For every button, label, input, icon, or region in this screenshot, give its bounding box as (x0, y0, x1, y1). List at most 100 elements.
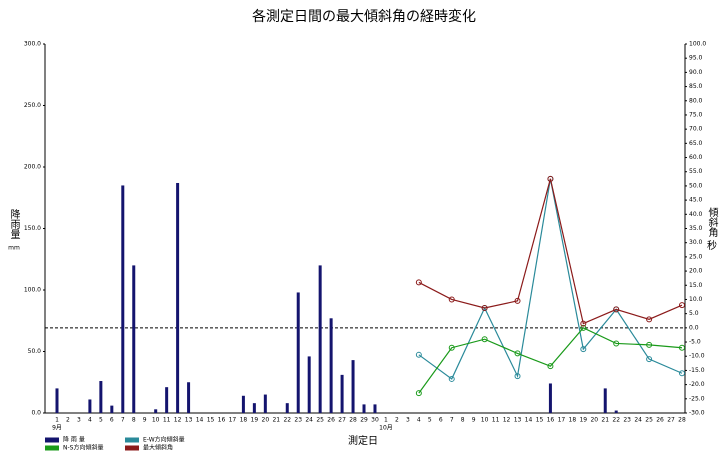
series-point (580, 320, 587, 327)
x-tick-label: 7 (450, 417, 454, 424)
series-point (547, 175, 554, 182)
x-tick-label: 26 (327, 417, 335, 424)
series-point (580, 346, 587, 353)
series-point (448, 344, 455, 351)
y2-tick-label: 55.0 (689, 168, 703, 175)
y2-tick-label: 90.0 (689, 69, 703, 76)
x-tick-label: 12 (503, 417, 511, 424)
y2-tick-label: 10.0 (689, 296, 703, 303)
legend-swatch (125, 445, 139, 451)
y2-tick-label: -25.0 (689, 395, 705, 402)
legend-label: 降 雨 量 (63, 436, 85, 444)
y-tick-label: 250.0 (24, 102, 41, 109)
y2-tick-label: 65.0 (689, 140, 703, 147)
series-point (646, 316, 653, 323)
bar (55, 388, 59, 413)
y-tick-label: 200.0 (24, 164, 41, 171)
y2-tick-label: 15.0 (689, 282, 703, 289)
y2-tick-label: 5.0 (689, 310, 699, 317)
bar (252, 403, 256, 413)
series-point (679, 370, 685, 377)
x-tick-label: 13 (514, 417, 522, 424)
x-tick-label: 25 (316, 417, 324, 424)
y-tick-label: 300.0 (24, 41, 41, 48)
x-tick-label: 17 (229, 417, 237, 424)
x-tick-label: 4 (417, 417, 421, 424)
y2-tick-label: 80.0 (689, 97, 703, 104)
y2-tick-label: 75.0 (689, 111, 703, 118)
bar (373, 404, 377, 413)
x-tick-label: 27 (667, 417, 675, 424)
x-tick-label: 18 (240, 417, 248, 424)
x-tick-label: 28 (349, 417, 357, 424)
series-point (646, 341, 653, 348)
y2-tick-label: 85.0 (689, 83, 703, 90)
x-tick-label: 30 (371, 417, 379, 424)
x-tick-label: 21 (272, 417, 280, 424)
bar (285, 403, 289, 413)
series-point (679, 302, 685, 309)
y2-axis-unit: 秒 (707, 239, 717, 252)
bar (88, 399, 92, 413)
x-tick-label: 22 (283, 417, 291, 424)
y-axis-unit: mm (8, 245, 20, 252)
y2-tick-label: 60.0 (689, 154, 703, 161)
x-tick-label: 1 (384, 417, 388, 424)
x-tick-label: 5 (99, 417, 103, 424)
x-tick-label: 15 (536, 417, 544, 424)
y2-tick-label: 45.0 (689, 197, 703, 204)
x-tick-label: 20 (590, 417, 598, 424)
y-tick-label: 100.0 (24, 287, 41, 294)
x-tick-label: 10 (481, 417, 489, 424)
y2-tick-label: 40.0 (689, 211, 703, 218)
x-tick-label: 14 (196, 417, 204, 424)
x-tick-label: 2 (66, 417, 70, 424)
y2-axis-label: 傾斜角 (706, 206, 718, 238)
bar (329, 318, 333, 413)
series-line (418, 178, 683, 380)
x-tick-label: 9 (472, 417, 476, 424)
series-point (613, 306, 620, 313)
legend-label: E-W方向傾斜量 (143, 436, 185, 444)
bar (263, 394, 267, 413)
y2-tick-label: -20.0 (689, 381, 705, 388)
x-tick-label: 6 (110, 417, 114, 424)
x-tick-label: 23 (623, 417, 631, 424)
series-point (448, 375, 455, 382)
series-point (415, 351, 422, 358)
x-tick-label: 11 (163, 417, 171, 424)
x-tick-label: 1 (55, 417, 59, 424)
bar (362, 404, 366, 413)
series-point (415, 390, 422, 397)
series-point (679, 344, 685, 351)
x-tick-label: 21 (601, 417, 609, 424)
series-point (481, 336, 488, 343)
y2-tick-label: 70.0 (689, 126, 703, 133)
y2-tick-label: 35.0 (689, 225, 703, 232)
x-tick-label: 25 (645, 417, 653, 424)
bar (121, 185, 125, 413)
x-tick-label: 3 (406, 417, 410, 424)
bar (548, 383, 552, 413)
y2-tick-label: 100.0 (689, 41, 706, 48)
y2-tick-label: 25.0 (689, 253, 703, 260)
bar (340, 374, 344, 413)
bar (318, 265, 322, 413)
bar (296, 292, 300, 413)
bar (110, 405, 114, 413)
x-axis-label: 測定日 (348, 434, 378, 447)
y-axis-label: 降雨量 (8, 208, 20, 239)
x-tick-label: 2 (395, 417, 399, 424)
series-point (514, 373, 521, 380)
legend-swatch (45, 445, 59, 451)
bar (351, 360, 355, 413)
x-tick-label: 19 (579, 417, 587, 424)
x-tick-label: 5 (428, 417, 432, 424)
x-tick-label: 26 (656, 417, 664, 424)
bar (187, 382, 191, 413)
y2-tick-label: 95.0 (689, 55, 703, 62)
series-line (418, 178, 683, 325)
x-tick-label: 3 (77, 417, 81, 424)
y2-tick-label: -15.0 (689, 367, 705, 374)
x-tick-label: 24 (634, 417, 642, 424)
